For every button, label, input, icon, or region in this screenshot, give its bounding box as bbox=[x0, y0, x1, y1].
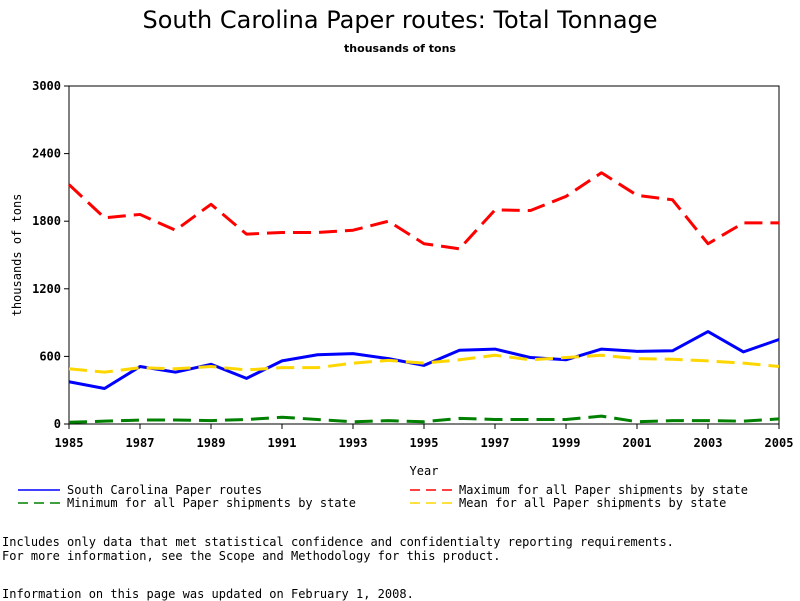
legend-label: Minimum for all Paper shipments by state bbox=[67, 496, 356, 510]
x-tick-label: 2001 bbox=[623, 436, 652, 450]
legend: South Carolina Paper routes Maximum for a… bbox=[18, 483, 748, 510]
series-line-maximum-for-all-paper-shipments-by-state bbox=[67, 171, 779, 251]
x-tick-label: 1993 bbox=[339, 436, 368, 450]
x-tick-label: 2005 bbox=[765, 436, 794, 450]
y-tick-label: 1800 bbox=[32, 214, 61, 228]
x-tick-label: 2003 bbox=[694, 436, 723, 450]
update-note: Information on this page was updated on … bbox=[2, 587, 414, 601]
legend-label: South Carolina Paper routes bbox=[67, 483, 262, 497]
series-line-minimum-for-all-paper-shipments-by-state bbox=[68, 414, 780, 424]
x-tick-label: 1985 bbox=[55, 436, 84, 450]
y-axis-label: thousands of tons bbox=[10, 194, 24, 317]
line-chart: 1985 1987 1989 1991 1993 1995 1997 1999 2001 2003… bbox=[10, 79, 793, 510]
series-lines bbox=[67, 171, 780, 424]
y-tick-label: 0 bbox=[54, 417, 61, 431]
legend-label: Mean for all Paper shipments by state bbox=[459, 496, 726, 510]
x-tick-label: 1999 bbox=[552, 436, 581, 450]
y-tick-label: 600 bbox=[39, 349, 61, 363]
chart-title: South Carolina Paper routes: Total Tonna… bbox=[142, 6, 658, 34]
x-tick-label: 1997 bbox=[481, 436, 510, 450]
x-axis-label: Year bbox=[410, 464, 439, 478]
x-tick-label: 1991 bbox=[268, 436, 297, 450]
series-line-mean-for-all-paper-shipments-by-state bbox=[68, 353, 780, 374]
confidence-note: Includes only data that met statistical … bbox=[2, 535, 674, 549]
x-tick-label: 1989 bbox=[197, 436, 226, 450]
x-tick-label: 1987 bbox=[126, 436, 155, 450]
y-tick-label: 2400 bbox=[32, 147, 61, 161]
axes: 1985 1987 1989 1991 1993 1995 1997 1999 2001 2003… bbox=[10, 79, 793, 478]
legend-label: Maximum for all Paper shipments by state bbox=[459, 483, 748, 497]
methodology-note: For more information, see the Scope and … bbox=[2, 549, 501, 563]
chart-subtitle: thousands of tons bbox=[344, 42, 456, 55]
y-tick-label: 3000 bbox=[32, 79, 61, 93]
y-tick-label: 1200 bbox=[32, 282, 61, 296]
x-tick-label: 1995 bbox=[410, 436, 439, 450]
